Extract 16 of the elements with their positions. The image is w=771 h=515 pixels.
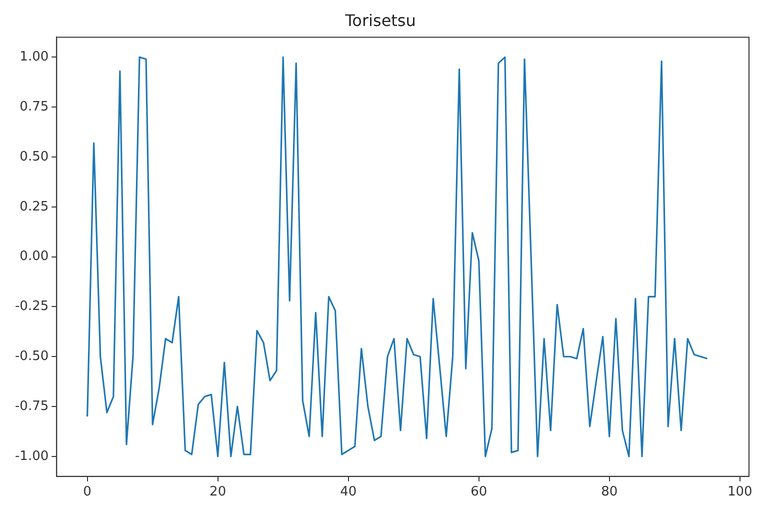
y-tick-label: 0.00 (20, 249, 49, 264)
y-tick-label: -1.00 (14, 448, 49, 464)
x-tick-label: 40 (340, 484, 357, 500)
x-tick-label: 20 (210, 484, 226, 500)
y-tick-label: -0.75 (14, 398, 49, 414)
x-tick-label: 0 (83, 484, 92, 500)
x-tick-label: 80 (601, 484, 618, 500)
chart-title: Torisetsu (344, 10, 416, 30)
y-tick-label: -0.25 (14, 299, 49, 314)
x-tick-label: 60 (470, 484, 488, 500)
y-tick-label: -0.50 (14, 348, 49, 364)
y-tick-label: 0.75 (20, 99, 49, 114)
x-tick-label: 100 (727, 484, 752, 500)
y-tick-label: 1.00 (20, 50, 49, 65)
y-tick-label: 0.50 (20, 149, 49, 164)
y-tick-label: 0.25 (20, 199, 49, 214)
